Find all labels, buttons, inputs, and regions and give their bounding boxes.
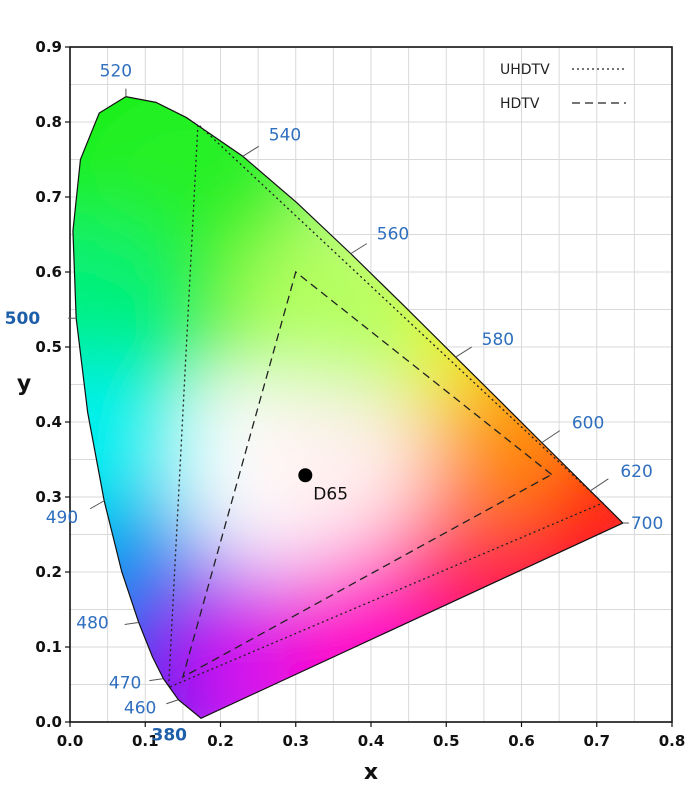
- legend-label-uhdtv: UHDTV: [500, 62, 550, 78]
- axis-ticks: 0.0 0.1 0.2 0.3 0.4 0.5 0.6 0.7 0.8 0.0 0.1 0.2 0.3 0…: [35, 38, 685, 750]
- y-tick-label: 0.8: [35, 113, 62, 131]
- x-tick-label: 0.8: [659, 732, 686, 750]
- x-tick-label: 0.6: [508, 732, 535, 750]
- wavelength-label-490: 490: [46, 508, 78, 528]
- x-tick-label: 0.5: [433, 732, 460, 750]
- y-tick-label: 0.9: [35, 38, 62, 56]
- wavelength-label-700: 700: [631, 514, 663, 534]
- wavelength-leader: [541, 430, 561, 444]
- gamut-color-blob: [255, 382, 426, 552]
- white-point-dot: [298, 468, 313, 483]
- wavelength-label-460: 460: [124, 699, 156, 719]
- wavelength-leader: [89, 500, 105, 510]
- wavelength-labels: 380 460 470 480 490 500 520 540 560 580 600 620 700: [5, 62, 664, 746]
- wavelength-label-380: 380: [152, 725, 188, 745]
- y-tick-label: 0.3: [35, 488, 62, 506]
- gamut-triangle-hdtv: [181, 270, 553, 679]
- gamut-triangles: [167, 122, 604, 689]
- wavelength-label-540: 540: [269, 125, 301, 145]
- wavelength-label-500: 500: [5, 309, 41, 329]
- spectral-locus: [72, 96, 624, 719]
- x-tick-label: 0.1: [132, 732, 159, 750]
- white-point-marker: D65: [298, 468, 348, 504]
- y-tick-label: 0.0: [35, 713, 62, 731]
- wavelength-label-520: 520: [100, 62, 132, 82]
- y-axis-label: y: [17, 372, 31, 397]
- wavelength-leader: [455, 346, 472, 358]
- wavelength-label-620: 620: [620, 462, 652, 482]
- y-tick-label: 0.1: [35, 638, 62, 656]
- wavelength-label-580: 580: [482, 330, 514, 350]
- gamut-triangle-uhdtv: [167, 122, 604, 689]
- y-tick-label: 0.4: [35, 413, 62, 431]
- x-tick-label: 0.7: [583, 732, 610, 750]
- x-tick-label: 0.3: [282, 732, 309, 750]
- legend-label-hdtv: HDTV: [500, 96, 540, 112]
- y-tick-label: 0.2: [35, 563, 62, 581]
- wavelength-leader: [124, 621, 139, 625]
- wavelength-leader: [350, 243, 368, 255]
- wavelength-label-600: 600: [572, 414, 604, 434]
- legend: UHDTV HDTV: [500, 62, 626, 112]
- wavelength-leader: [166, 699, 179, 705]
- x-tick-label: 0.0: [57, 732, 84, 750]
- spectral-locus-outline: [72, 96, 624, 719]
- wavelength-label-480: 480: [76, 613, 108, 633]
- x-tick-label: 0.4: [358, 732, 385, 750]
- wavelength-leader: [242, 145, 260, 157]
- wavelength-label-560: 560: [377, 225, 409, 245]
- wavelength-leader: [590, 478, 609, 492]
- x-axis-label: x: [364, 760, 378, 785]
- wavelength-leader: [149, 678, 164, 682]
- y-tick-label: 0.7: [35, 188, 62, 206]
- y-tick-label: 0.6: [35, 263, 62, 281]
- wavelength-label-470: 470: [109, 674, 141, 694]
- y-tick-label: 0.5: [35, 338, 62, 356]
- x-tick-label: 0.2: [207, 732, 234, 750]
- white-point-label: D65: [313, 484, 348, 504]
